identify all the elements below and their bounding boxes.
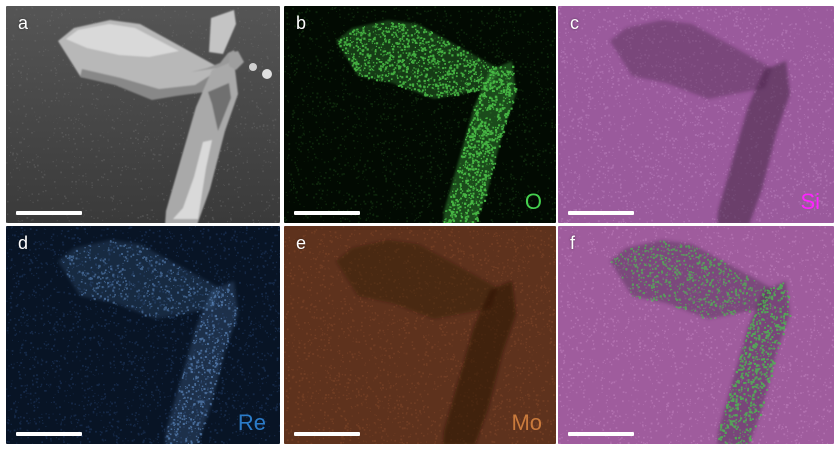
crystal-small-facet bbox=[229, 51, 244, 70]
stem-shadow bbox=[443, 281, 516, 444]
panel-b-scale-bar bbox=[294, 211, 360, 215]
plate-shadow bbox=[336, 240, 498, 319]
panel-a-scale-bar bbox=[16, 211, 82, 215]
crystal-top-shard bbox=[209, 10, 236, 54]
signal-speckles bbox=[443, 65, 518, 223]
sem-crystal bbox=[58, 10, 244, 223]
panel-a-image-svg bbox=[6, 6, 280, 223]
panel-e-scale-bar bbox=[294, 432, 360, 436]
panel-f-scale-bar bbox=[568, 432, 634, 436]
panel-c-element-label: Si bbox=[800, 189, 820, 214]
panel-d-scale-bar bbox=[16, 432, 82, 436]
panel-e-molybdenum-map: e Mo bbox=[284, 226, 556, 444]
crystal-stem-highlight bbox=[173, 140, 212, 219]
signal-speckles bbox=[610, 240, 771, 320]
panel-c-scale-bar bbox=[568, 211, 634, 215]
signal-speckles bbox=[718, 282, 792, 444]
signal-speckles bbox=[62, 240, 220, 318]
crystal-top-face bbox=[66, 24, 179, 57]
depletion-shadow bbox=[336, 240, 516, 444]
signal-speckles bbox=[338, 22, 498, 99]
crystal-stem-shadow bbox=[208, 83, 231, 131]
panel-a-sem-image: a bbox=[6, 6, 280, 223]
depletion-shadow bbox=[610, 20, 790, 223]
signal-speckles bbox=[165, 283, 239, 444]
panel-d-letter: d bbox=[18, 233, 29, 253]
panel-b-element-label: O bbox=[524, 189, 542, 214]
crystal-lower-edge bbox=[80, 69, 218, 100]
plate-faint-signal bbox=[58, 240, 220, 319]
panel-f-overlay-map: f bbox=[558, 226, 834, 444]
panel-b-oxygen-map: b O bbox=[284, 6, 556, 223]
panel-c-letter: c bbox=[570, 13, 579, 33]
panel-c-silicon-map: c Si bbox=[558, 6, 834, 223]
panel-c-image-svg bbox=[558, 6, 834, 223]
particle-two bbox=[262, 69, 272, 79]
panel-b-letter: b bbox=[296, 13, 307, 33]
panel-d-element-label: Re bbox=[237, 410, 266, 435]
panel-d-image-svg bbox=[6, 226, 280, 444]
panel-e-letter: e bbox=[296, 233, 307, 253]
stem-shadow bbox=[717, 61, 790, 223]
plate-shadow bbox=[610, 20, 772, 99]
panel-e-element-label: Mo bbox=[511, 410, 542, 435]
particle-one bbox=[249, 63, 257, 71]
panel-e-image-svg bbox=[284, 226, 556, 444]
panel-f-image-svg bbox=[558, 226, 834, 444]
panel-a-letter: a bbox=[18, 13, 29, 33]
panel-b-image-svg bbox=[284, 6, 556, 223]
panel-d-rhenium-map: d Re bbox=[6, 226, 280, 444]
panel-f-letter: f bbox=[570, 233, 576, 253]
